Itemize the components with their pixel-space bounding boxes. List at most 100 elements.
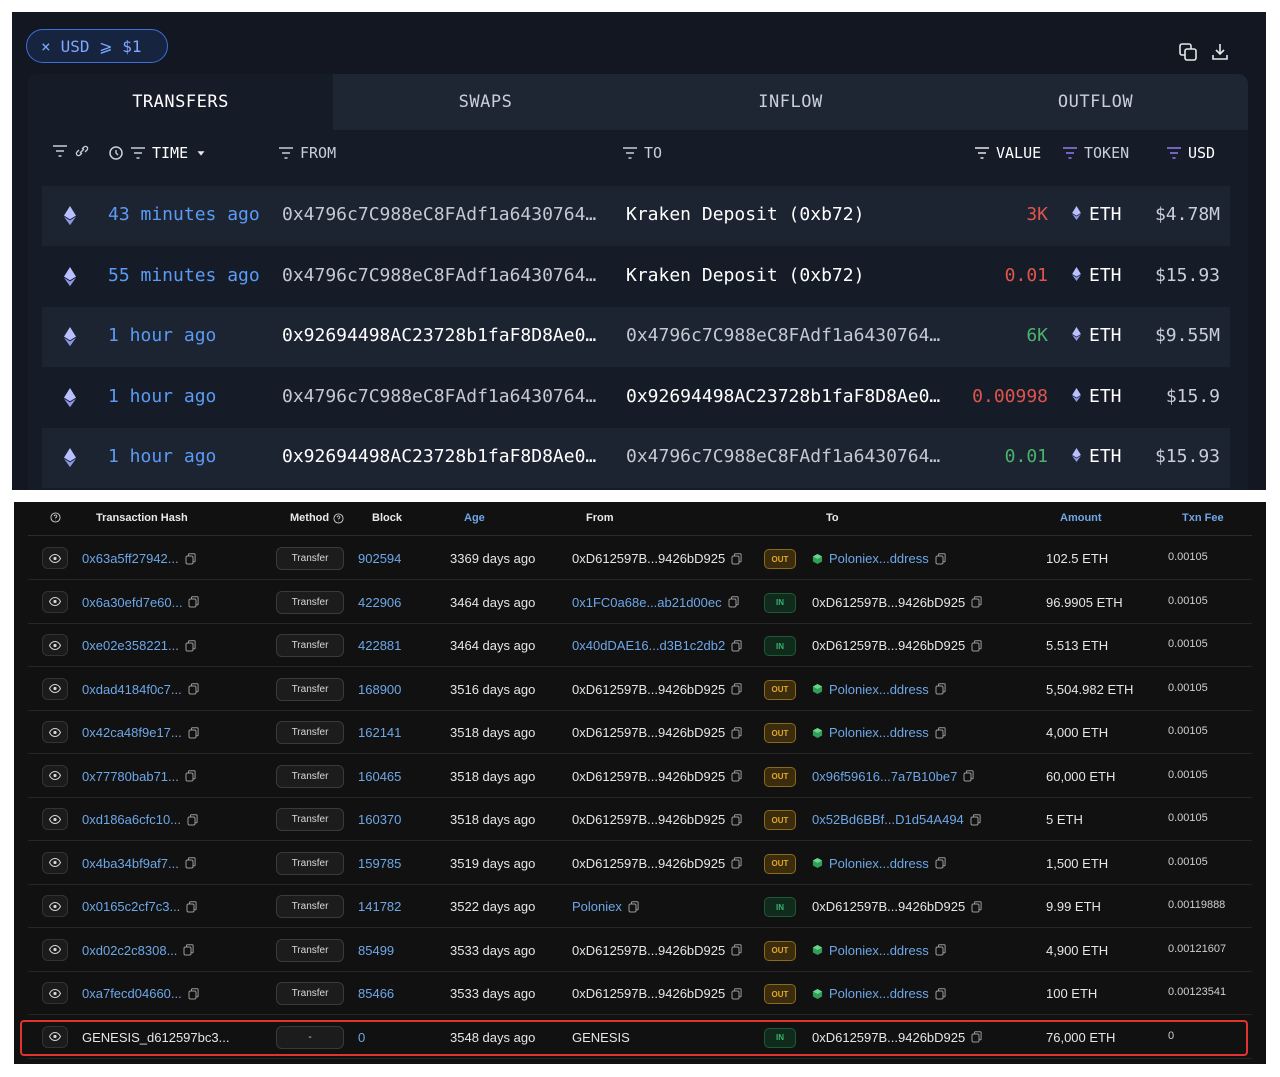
copy-icon[interactable] xyxy=(185,552,196,565)
copy-icon[interactable] xyxy=(935,857,946,869)
preview-button[interactable] xyxy=(42,547,68,569)
preview-button[interactable] xyxy=(42,590,68,613)
value-column-header[interactable]: VALUE xyxy=(974,144,1041,162)
download-icon[interactable] xyxy=(1210,42,1230,62)
from-address-link[interactable]: 0xD612597B...9426bD925 xyxy=(572,551,726,566)
tab-transfers[interactable]: TRANSFERS xyxy=(28,74,333,130)
transaction-row[interactable]: 0x42ca48f9e17... Transfer 162141 3518 days … xyxy=(28,711,1252,755)
to-address-link[interactable]: Poloniex...ddress xyxy=(829,681,929,697)
copy-icon[interactable] xyxy=(731,726,742,739)
copy-icon[interactable] xyxy=(935,726,946,739)
transaction-hash-link[interactable]: 0x0165c2cf7c3... xyxy=(82,899,181,914)
copy-icon[interactable] xyxy=(188,987,199,1000)
to-address[interactable]: 0x4796c7C988eC8FAdf1a6430764… xyxy=(626,325,941,347)
transaction-hash-link[interactable]: 0xe02e358221... xyxy=(82,638,179,653)
transfer-row[interactable]: 43 minutes ago 0x4796c7C988eC8FAdf1a64307… xyxy=(42,186,1230,246)
to-address-link[interactable]: Poloniex...ddress xyxy=(829,986,929,1001)
help-icon[interactable] xyxy=(333,512,344,524)
copy-icon[interactable] xyxy=(731,552,742,565)
copy-icon[interactable] xyxy=(731,987,742,1000)
transaction-row[interactable]: 0xd02c2c8308... Transfer 85499 3533 days ag… xyxy=(28,929,1252,972)
tab-inflow[interactable]: INFLOW xyxy=(758,92,823,112)
transaction-hash-link[interactable]: 0x77780bab71... xyxy=(82,768,179,784)
transaction-row[interactable]: 0xdad4184f0c7... Transfer 168900 3516 days … xyxy=(28,668,1252,711)
transaction-row[interactable]: 0x77780bab71... Transfer 160465 3518 days a… xyxy=(28,755,1252,798)
to-address-link[interactable]: 0xD612597B...9426bD925 xyxy=(812,594,966,610)
token-cell[interactable]: ETH xyxy=(1072,446,1122,467)
preview-button[interactable] xyxy=(42,938,68,961)
copy-icon[interactable] xyxy=(971,639,982,652)
to-address[interactable]: Kraken Deposit (0xb72) xyxy=(626,204,865,225)
block-link[interactable]: 902594 xyxy=(358,551,402,566)
block-link[interactable]: 422906 xyxy=(358,594,402,610)
from-address-link[interactable]: 0x40dDAE16...d3B1c2db2 xyxy=(572,638,726,653)
usd-filter-chip[interactable]: × USD ⩾ $1 xyxy=(26,29,168,63)
transfer-row[interactable]: 55 minutes ago 0x4796c7C988eC8FAdf1a64307… xyxy=(42,247,1230,307)
preview-button[interactable] xyxy=(42,982,68,1004)
transfer-time-link[interactable]: 1 hour ago xyxy=(108,385,217,407)
copy-icon[interactable] xyxy=(628,900,639,913)
filter-icon[interactable] xyxy=(974,146,990,160)
transfer-time-link[interactable]: 1 hour ago xyxy=(108,325,217,347)
time-column-header[interactable]: TIME xyxy=(108,144,208,162)
copy-icon[interactable] xyxy=(185,857,196,869)
to-address-link[interactable]: 0xD612597B...9426bD925 xyxy=(812,1029,966,1045)
block-link[interactable]: 0 xyxy=(358,1029,366,1045)
block-link[interactable]: 141782 xyxy=(358,899,402,914)
copy-icon[interactable] xyxy=(971,1031,982,1043)
transaction-hash-link[interactable]: 0xdad4184f0c7... xyxy=(82,681,182,697)
age-column-header[interactable]: Age xyxy=(464,512,485,524)
block-link[interactable]: 160465 xyxy=(358,768,402,784)
to-address-link[interactable]: 0xD612597B...9426bD925 xyxy=(812,899,966,914)
to-address[interactable]: Kraken Deposit (0xb72) xyxy=(626,264,865,286)
copy-icon[interactable] xyxy=(963,770,974,782)
preview-button[interactable] xyxy=(42,895,68,917)
copy-icon[interactable] xyxy=(971,900,982,913)
from-column-header[interactable]: FROM xyxy=(278,144,336,162)
transaction-row[interactable]: 0x0165c2cf7c3... Transfer 141782 3522 days … xyxy=(28,885,1252,929)
token-cell[interactable]: ETH xyxy=(1072,204,1122,225)
transfer-time-link[interactable]: 43 minutes ago xyxy=(108,204,260,225)
from-address[interactable]: 0x4796c7C988eC8FAdf1a6430764… xyxy=(282,264,597,286)
copy-icon[interactable] xyxy=(728,596,739,608)
filter-icon[interactable] xyxy=(130,146,146,160)
copy-icon[interactable] xyxy=(731,857,742,869)
from-address-link[interactable]: GENESIS xyxy=(572,1029,630,1045)
info-icon[interactable] xyxy=(50,512,61,523)
from-address-link[interactable]: 0x1FC0a68e...ab21d00ec xyxy=(572,594,722,610)
preview-button[interactable] xyxy=(42,1025,68,1048)
token-cell[interactable]: ETH xyxy=(1072,386,1122,407)
from-address[interactable]: 0x92694498AC23728b1faF8D8Ae0… xyxy=(282,446,597,468)
to-address-link[interactable]: Poloniex...ddress xyxy=(829,725,929,740)
transaction-row[interactable]: 0xe02e358221... Transfer 422881 3464 days a… xyxy=(28,624,1252,668)
copy-icon[interactable] xyxy=(187,813,198,826)
transaction-hash-link[interactable]: 0xd186a6cfc10... xyxy=(82,812,182,827)
block-link[interactable]: 162141 xyxy=(358,725,402,740)
preview-button[interactable] xyxy=(42,721,68,743)
preview-button[interactable] xyxy=(42,851,68,874)
preview-button[interactable] xyxy=(42,808,68,830)
token-column-header[interactable]: TOKEN xyxy=(1062,144,1129,162)
copy-icon[interactable] xyxy=(186,900,197,913)
block-link[interactable]: 422881 xyxy=(358,638,402,653)
transaction-hash-link[interactable]: 0x42ca48f9e17... xyxy=(82,725,182,740)
from-address[interactable]: 0x4796c7C988eC8FAdf1a6430764… xyxy=(282,204,597,225)
from-address-link[interactable]: 0xD612597B...9426bD925 xyxy=(572,986,726,1001)
usd-column-header[interactable]: USD xyxy=(1166,144,1215,162)
block-link[interactable]: 85466 xyxy=(358,986,395,1001)
tab-outflow[interactable]: OUTFLOW xyxy=(1057,92,1134,112)
from-address-link[interactable]: 0xD612597B...9426bD925 xyxy=(572,942,726,958)
transaction-row[interactable]: 0xa7fecd04660... Transfer 85466 3533 days a… xyxy=(28,972,1252,1016)
filter-icon[interactable] xyxy=(278,146,294,160)
from-address-link[interactable]: Poloniex xyxy=(572,899,622,914)
block-link[interactable]: 159785 xyxy=(358,855,402,871)
copy-icon[interactable] xyxy=(188,596,200,608)
copy-icon[interactable] xyxy=(731,639,742,652)
to-address[interactable]: 0x92694498AC23728b1faF8D8Ae0… xyxy=(626,385,941,407)
to-address-link[interactable]: Poloniex...ddress xyxy=(829,551,929,566)
copy-icon[interactable] xyxy=(731,683,742,695)
copy-icon[interactable] xyxy=(935,552,946,565)
block-link[interactable]: 168900 xyxy=(358,681,402,697)
copy-icon[interactable] xyxy=(970,813,981,826)
transaction-row[interactable]: 0x63a5ff27942... Transfer 902594 3369 days … xyxy=(28,537,1252,581)
